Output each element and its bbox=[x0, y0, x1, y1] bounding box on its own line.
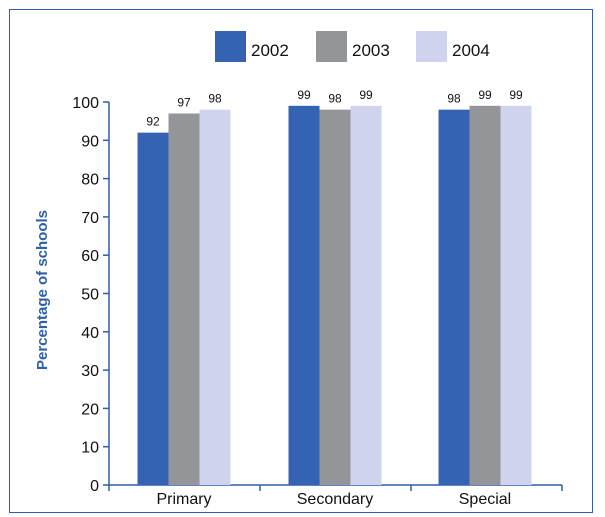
y-tick-label: 90 bbox=[81, 133, 99, 150]
bar bbox=[350, 105, 382, 485]
y-tick-label: 0 bbox=[90, 478, 99, 495]
y-tick-label: 100 bbox=[72, 95, 99, 112]
data-label: 99 bbox=[509, 88, 523, 102]
data-label: 99 bbox=[478, 88, 492, 102]
bar bbox=[168, 113, 200, 486]
bar bbox=[500, 105, 532, 485]
legend-swatch bbox=[316, 31, 347, 62]
legend-swatch bbox=[416, 31, 447, 62]
x-category-label: Primary bbox=[156, 491, 211, 508]
y-tick-label: 40 bbox=[81, 325, 99, 342]
y-tick-label: 30 bbox=[81, 363, 99, 380]
data-label: 97 bbox=[177, 95, 191, 109]
data-label: 98 bbox=[208, 92, 222, 106]
y-tick-label: 20 bbox=[81, 401, 99, 418]
bar bbox=[288, 105, 320, 485]
legend-label: 2004 bbox=[452, 41, 490, 60]
bars bbox=[137, 105, 532, 486]
x-category-label: Special bbox=[459, 491, 511, 508]
data-label: 99 bbox=[297, 88, 311, 102]
legend-label: 2003 bbox=[352, 41, 390, 60]
data-labels: 92 99 98 97 98 99 98 99 99 bbox=[146, 88, 523, 129]
y-tick-label: 60 bbox=[81, 248, 99, 265]
data-label: 98 bbox=[328, 92, 342, 106]
axes: 0 10 20 30 40 50 60 70 80 90 100 Primary Secondary Sp… bbox=[72, 95, 563, 508]
legend-swatch bbox=[215, 31, 246, 62]
bar bbox=[319, 109, 351, 485]
bar bbox=[199, 109, 231, 485]
legend: 2002 2003 2004 bbox=[215, 31, 490, 62]
x-category-label: Secondary bbox=[297, 491, 374, 508]
data-label: 99 bbox=[359, 88, 373, 102]
bar bbox=[438, 109, 470, 485]
bar bbox=[137, 132, 169, 485]
y-axis-label: Percentage of schools bbox=[34, 210, 51, 370]
data-label: 98 bbox=[447, 92, 461, 106]
bar bbox=[469, 105, 501, 485]
y-tick-label: 50 bbox=[81, 287, 99, 304]
y-tick-label: 70 bbox=[81, 210, 99, 227]
y-tick-label: 80 bbox=[81, 172, 99, 189]
y-tick-label: 10 bbox=[81, 440, 99, 457]
legend-label: 2002 bbox=[251, 41, 289, 60]
data-label: 92 bbox=[146, 115, 160, 129]
